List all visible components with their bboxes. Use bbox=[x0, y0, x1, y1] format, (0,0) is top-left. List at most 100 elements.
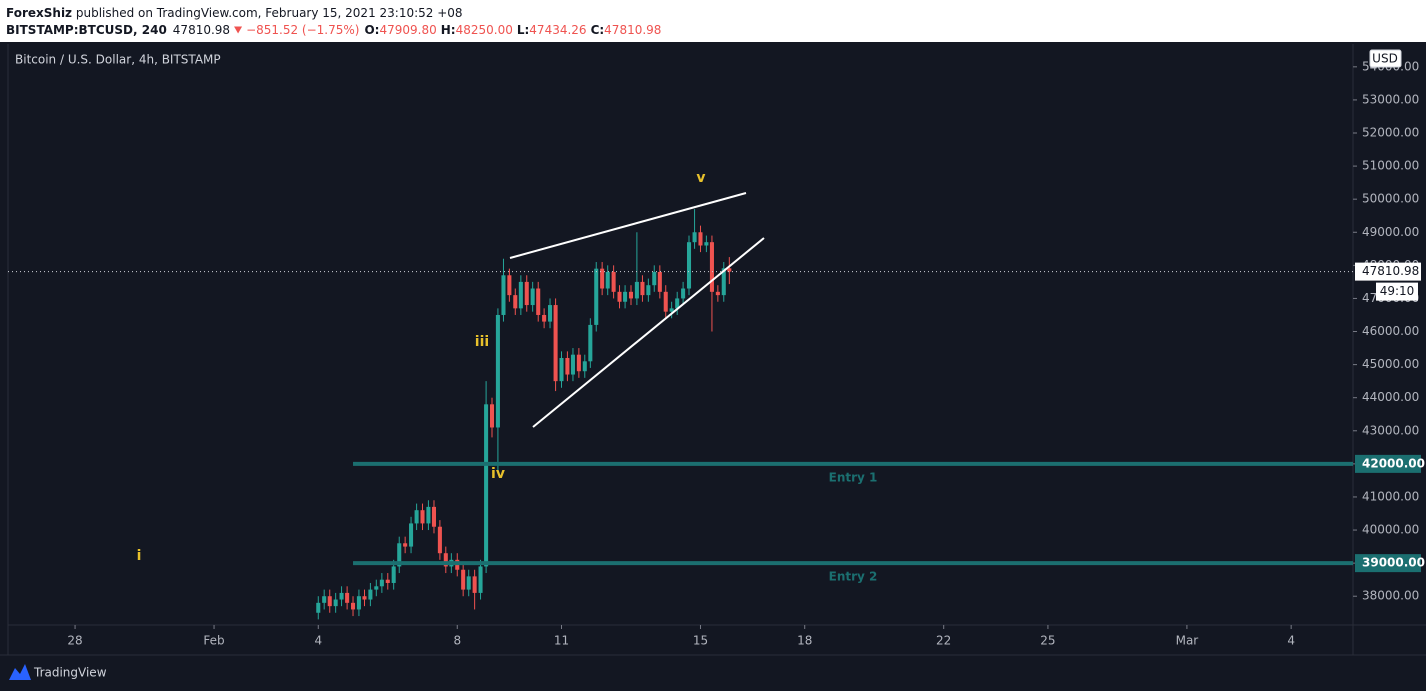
l-value: 47434.26 bbox=[529, 23, 586, 37]
candle-body bbox=[727, 268, 732, 272]
x-tick-label: 25 bbox=[1040, 634, 1055, 648]
candle-body bbox=[391, 566, 396, 583]
author: ForexShiz bbox=[6, 6, 72, 20]
candle-body bbox=[542, 314, 547, 322]
candle-body bbox=[403, 543, 408, 547]
candle-body bbox=[721, 268, 726, 296]
candle-body bbox=[530, 288, 535, 306]
o-label: O: bbox=[364, 23, 379, 37]
change: −851.52 (−1.75%) bbox=[246, 23, 359, 37]
published: published on TradingView.com, February 1… bbox=[72, 6, 463, 20]
candle-body bbox=[576, 354, 581, 372]
entry-label: Entry 1 bbox=[829, 470, 878, 484]
publish-line: ForexShiz published on TradingView.com, … bbox=[6, 6, 463, 20]
header-bg bbox=[0, 0, 1426, 42]
y-tick-label: 40000.00 bbox=[1362, 523, 1419, 537]
entry-label: Entry 2 bbox=[829, 570, 878, 584]
candle-body bbox=[594, 268, 599, 325]
y-tick-label: 53000.00 bbox=[1362, 92, 1419, 106]
candle-body bbox=[489, 404, 495, 428]
candle-body bbox=[374, 586, 379, 590]
x-tick-label: 4 bbox=[1287, 634, 1295, 648]
candle-body bbox=[443, 553, 448, 567]
candle-body bbox=[611, 271, 616, 292]
candle-body bbox=[698, 232, 703, 246]
candle-body bbox=[553, 305, 558, 382]
candle-body bbox=[345, 592, 350, 603]
candle-body bbox=[316, 602, 321, 613]
last-price-label: 47810.98 bbox=[1362, 264, 1419, 278]
trendline-lower bbox=[532, 237, 765, 428]
down-arrow bbox=[234, 26, 243, 34]
candle-body bbox=[484, 404, 489, 567]
y-tick-label: 45000.00 bbox=[1362, 357, 1419, 371]
candle-body bbox=[322, 596, 327, 603]
y-tick-label: 41000.00 bbox=[1362, 489, 1419, 503]
y-tick-label: 43000.00 bbox=[1362, 423, 1419, 437]
candle-body bbox=[350, 602, 356, 610]
candle-body bbox=[570, 354, 575, 375]
candle-body bbox=[617, 291, 622, 302]
x-tick-label: 28 bbox=[67, 634, 82, 648]
candle-body bbox=[640, 281, 645, 296]
candle-body bbox=[704, 242, 709, 246]
candle-body bbox=[431, 506, 437, 527]
candle-body bbox=[518, 281, 523, 309]
candle-body bbox=[600, 268, 605, 289]
last-price-box bbox=[1355, 262, 1421, 281]
wave-label: i bbox=[137, 548, 142, 564]
candle-body bbox=[548, 305, 553, 322]
candle-body bbox=[634, 281, 639, 299]
candle-body bbox=[652, 271, 657, 286]
candle-body bbox=[409, 523, 414, 547]
candle-body bbox=[628, 291, 634, 299]
candle-body bbox=[461, 569, 466, 590]
o-value: 47909.80 bbox=[379, 23, 436, 37]
candle-body bbox=[692, 232, 697, 243]
candle-body bbox=[536, 288, 541, 315]
candle-body bbox=[356, 596, 361, 610]
x-tick-label: 8 bbox=[453, 634, 461, 648]
l-label: L: bbox=[517, 23, 529, 37]
price-axis: 38000.00 39000.00 40000.00 41000.00 42000.00… bbox=[1353, 59, 1425, 603]
y-tick-label: 51000.00 bbox=[1362, 159, 1419, 173]
candle-body bbox=[582, 361, 587, 372]
x-tick-label: Mar bbox=[1176, 634, 1199, 648]
y-tick-label: 46000.00 bbox=[1362, 324, 1419, 338]
entry-price-label: 42000.00 bbox=[1362, 456, 1425, 470]
candle-body bbox=[362, 596, 367, 600]
entry-price-box bbox=[1355, 554, 1421, 573]
c-label: C: bbox=[591, 23, 605, 37]
y-tick-label: 38000.00 bbox=[1362, 589, 1419, 603]
wave-label: v bbox=[696, 170, 705, 186]
y-tick-label: 52000.00 bbox=[1362, 126, 1419, 140]
y-tick-label: 44000.00 bbox=[1362, 390, 1419, 404]
candle-body bbox=[379, 579, 384, 587]
x-tick-label: 18 bbox=[797, 634, 812, 648]
candle-body bbox=[559, 357, 564, 382]
candle-body bbox=[669, 308, 674, 312]
y-tick-label: 49000.00 bbox=[1362, 225, 1419, 239]
candle-body bbox=[397, 543, 402, 567]
trendline-upper bbox=[509, 192, 747, 259]
x-tick-label: 4 bbox=[314, 634, 322, 648]
candle-body bbox=[565, 357, 570, 375]
legend: Bitcoin / U.S. Dollar, 4h, BITSTAMP bbox=[15, 53, 221, 67]
candle-body bbox=[686, 242, 692, 289]
x-tick-label: 15 bbox=[693, 634, 708, 648]
last: 47810.98 bbox=[173, 23, 230, 37]
x-tick-label: 11 bbox=[554, 634, 569, 648]
candle-body bbox=[605, 271, 610, 289]
candle-body bbox=[675, 298, 680, 309]
countdown-label: 49:10 bbox=[1380, 284, 1415, 298]
candle-body bbox=[524, 281, 529, 306]
candle-body bbox=[681, 288, 686, 299]
candle-body bbox=[709, 242, 714, 292]
candle-body bbox=[646, 285, 651, 296]
plot bbox=[316, 209, 732, 620]
c-value: 47810.98 bbox=[604, 23, 661, 37]
x-tick-label: Feb bbox=[203, 634, 224, 648]
candle-body bbox=[414, 510, 419, 524]
candle-body bbox=[501, 275, 506, 315]
